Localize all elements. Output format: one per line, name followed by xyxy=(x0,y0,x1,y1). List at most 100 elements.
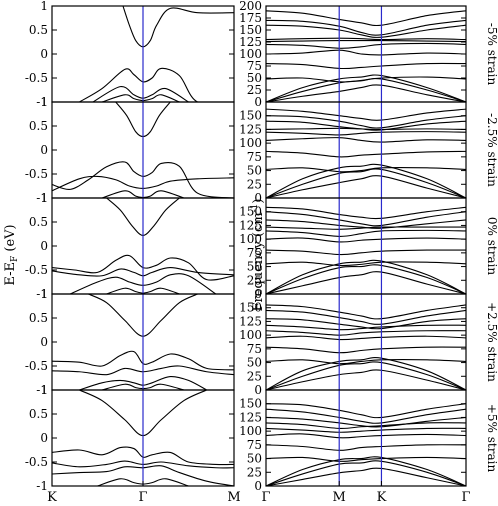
series-group xyxy=(266,206,466,294)
y-tick-label: 0 xyxy=(254,191,262,205)
band-line xyxy=(266,357,466,390)
y-tick-label: 100 xyxy=(239,136,262,150)
y-tick-label: 0 xyxy=(40,47,48,61)
band-line xyxy=(101,94,180,102)
x-tick-label: K xyxy=(47,490,57,505)
band-line xyxy=(266,427,466,433)
band-line xyxy=(266,211,466,227)
series-group xyxy=(266,108,466,198)
band-line xyxy=(266,346,466,354)
band-line xyxy=(52,175,234,192)
band-line xyxy=(266,271,466,294)
band-line xyxy=(266,249,466,256)
band-line xyxy=(266,456,466,462)
left-y-axis-label: E-EF (eV) xyxy=(3,224,20,285)
panel-bands-1: -1 -0.5 0 0.5 1 xyxy=(25,0,235,109)
band-line xyxy=(266,259,466,294)
band-line xyxy=(266,120,466,131)
band-line xyxy=(266,369,466,390)
y-tick-label: 125 xyxy=(239,314,262,328)
panel-frame xyxy=(265,293,467,391)
x-tick-label: Γ xyxy=(261,490,270,505)
y-tick-label: -1 xyxy=(36,95,48,109)
band-line xyxy=(266,167,466,173)
strain-label: 0% strain xyxy=(485,217,498,276)
band-line xyxy=(266,62,466,70)
strain-label: +2.5% strain xyxy=(485,302,498,382)
series-group xyxy=(266,10,466,102)
band-line xyxy=(266,416,466,428)
x-tick-label: Γ xyxy=(138,490,147,505)
y-tick-label: 0 xyxy=(254,287,262,301)
band-line xyxy=(122,6,234,48)
band-line xyxy=(266,39,466,43)
band-line xyxy=(266,433,466,439)
band-line xyxy=(266,229,466,237)
series-group xyxy=(266,403,466,486)
left-ylabel-sub: F xyxy=(10,256,20,262)
y-tick-label: 125 xyxy=(239,35,262,49)
band-line xyxy=(266,237,466,243)
y-tick-label: 25 xyxy=(247,465,262,479)
y-tick-label: -0.5 xyxy=(25,167,48,181)
y-tick-label: 0 xyxy=(40,431,48,445)
y-tick-label: 1 xyxy=(40,0,48,13)
y-tick-label: 100 xyxy=(239,232,262,246)
panel-frame xyxy=(265,197,467,295)
y-tick-label: 1 xyxy=(40,287,48,301)
band-line xyxy=(266,74,466,102)
y-tick-label: -1 xyxy=(36,383,48,397)
band-line xyxy=(266,10,466,27)
band-line xyxy=(266,84,466,102)
strain-label: -5% strain xyxy=(485,23,498,86)
band-line xyxy=(266,206,466,220)
panel-bands-2: -1 -0.5 0 0.5 1 xyxy=(25,95,235,205)
panel-bands-5: -1 -0.5 0 0.5 1 K Γ M xyxy=(25,383,241,505)
band-line xyxy=(266,324,466,331)
strain-label: -2.5% strain xyxy=(485,113,498,187)
y-tick-label: 150 xyxy=(239,205,262,219)
series-group xyxy=(266,304,466,390)
band-line xyxy=(266,460,466,486)
band-line xyxy=(266,330,466,336)
y-tick-label: 0 xyxy=(254,479,262,493)
y-tick-label: 50 xyxy=(247,164,262,178)
y-tick-label: 200 xyxy=(239,0,262,13)
right-ylabel-main: Frequency (cm xyxy=(251,212,266,311)
y-tick-label: 25 xyxy=(247,273,262,287)
x-tick-label: M xyxy=(227,490,240,505)
band-line xyxy=(52,267,234,277)
y-tick-label: 100 xyxy=(239,47,262,61)
y-tick-label: 125 xyxy=(239,218,262,232)
band-line xyxy=(266,226,466,230)
strain-label: +5% strain xyxy=(485,404,498,473)
y-tick-label: 75 xyxy=(247,150,262,164)
y-tick-label: -1 xyxy=(36,191,48,205)
band-line xyxy=(266,422,466,430)
y-tick-label: 100 xyxy=(239,424,262,438)
y-tick-label: 150 xyxy=(239,397,262,411)
y-tick-label: 150 xyxy=(239,109,262,123)
y-tick-label: 1 xyxy=(40,95,48,109)
y-tick-label: 25 xyxy=(247,177,262,191)
right-ylabel-end: ) xyxy=(251,199,266,204)
band-line xyxy=(266,318,466,330)
y-tick-label: 0.5 xyxy=(29,311,48,325)
x-tick-label: Γ xyxy=(461,490,470,505)
y-tick-label: 125 xyxy=(239,410,262,424)
band-line xyxy=(266,115,466,129)
y-tick-label: -0.5 xyxy=(25,263,48,277)
band-line xyxy=(266,359,466,365)
y-tick-label: 25 xyxy=(247,369,262,383)
band-line xyxy=(266,163,466,198)
y-tick-label: -1 xyxy=(36,479,48,493)
band-line xyxy=(266,361,466,390)
x-tick-label: M xyxy=(333,490,346,505)
y-tick-label: 0.5 xyxy=(29,23,48,37)
band-line xyxy=(266,19,466,36)
